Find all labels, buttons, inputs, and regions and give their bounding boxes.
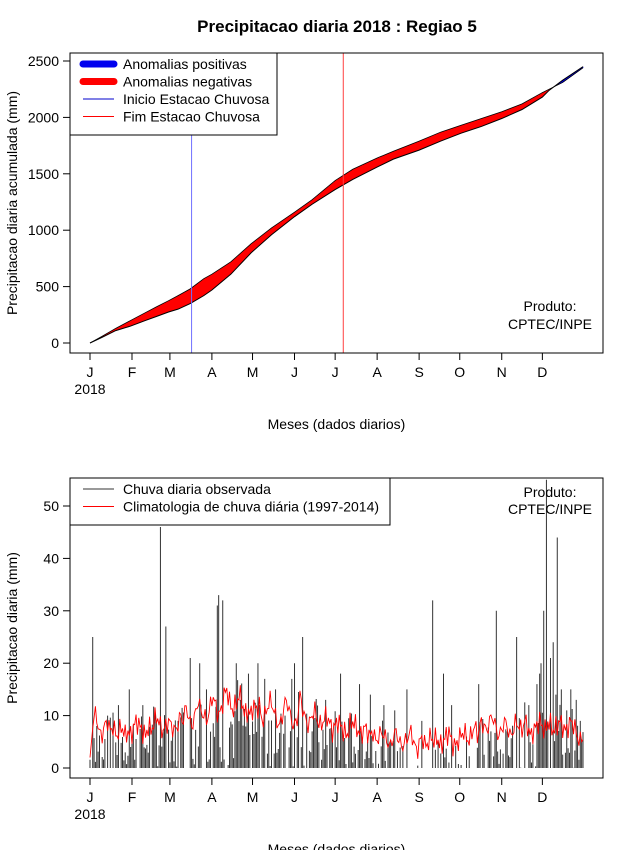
legend-label: Anomalias positivas <box>123 56 247 72</box>
y-tick-label: 0 <box>51 760 59 776</box>
y-tick-label: 2000 <box>28 109 59 125</box>
plot-frame <box>69 52 604 354</box>
x-tick-label: J <box>291 364 298 380</box>
daily-precipitation-chart: 0 10 20 30 40 50 J F M A M J J A S O N D 2018 Meses (dados … <box>4 477 604 850</box>
negative-anomaly-area <box>90 87 554 343</box>
credit-line-2: CPTEC/INPE <box>508 501 592 517</box>
credit-line-1: Produto: <box>524 298 577 314</box>
daily-observed-bars <box>89 479 584 768</box>
x-tick-label: S <box>414 789 423 805</box>
y-tick-label: 1000 <box>28 222 59 238</box>
x-tick-label: A <box>372 364 382 380</box>
x-tick-label: J <box>87 364 94 380</box>
x-axis-label: Meses (dados diarios) <box>268 841 406 850</box>
y-axis-label: Precipitacao diaria (mm) <box>4 552 20 704</box>
x-tick-label: S <box>414 364 423 380</box>
legend-label: Climatologia de chuva diária (1997-2014) <box>123 499 379 515</box>
legend-label: Fim Estacao Chuvosa <box>123 109 260 125</box>
cumulative-precipitation-chart: 0 500 1000 1500 2000 2500 J F M A M J J A S O N D 2018 Mese… <box>4 52 604 432</box>
x-tick-label: F <box>128 789 137 805</box>
x-tick-label: A <box>207 789 217 805</box>
x-axis-label: Meses (dados diarios) <box>268 416 406 432</box>
x-tick-label: A <box>207 364 217 380</box>
year-label: 2018 <box>74 381 105 397</box>
x-tick-label: D <box>537 789 547 805</box>
chart-title: Precipitacao diaria 2018 : Regiao 5 <box>197 17 477 36</box>
y-tick-label: 0 <box>51 335 59 351</box>
x-tick-label: O <box>454 364 465 380</box>
x-tick-label: D <box>537 364 547 380</box>
y-tick-label: 10 <box>43 708 59 724</box>
climatology-line <box>89 685 584 759</box>
y-tick-label: 2500 <box>28 53 59 69</box>
year-label: 2018 <box>74 806 105 822</box>
x-tick-label: J <box>332 789 339 805</box>
x-tick-label: M <box>247 364 259 380</box>
y-tick-label: 20 <box>43 655 59 671</box>
legend-label: Chuva diaria observada <box>123 481 271 497</box>
x-tick-label: M <box>247 789 259 805</box>
climatology-cumulative-line <box>89 67 584 344</box>
x-tick-label: F <box>128 364 137 380</box>
x-tick-label: J <box>291 789 298 805</box>
y-tick-label: 1500 <box>28 166 59 182</box>
y-axis-label: Precipitacao diaria acumulada (mm) <box>4 91 20 315</box>
y-tick-label: 50 <box>43 498 59 514</box>
x-tick-label: O <box>454 789 465 805</box>
legend-box <box>69 477 391 526</box>
credit-line-2: CPTEC/INPE <box>508 316 592 332</box>
x-tick-label: M <box>164 789 176 805</box>
x-tick-label: M <box>164 364 176 380</box>
legend-label: Inicio Estacao Chuvosa <box>123 91 270 107</box>
y-tick-label: 500 <box>36 279 60 295</box>
credit-line-1: Produto: <box>524 484 577 500</box>
legend-label: Anomalias negativas <box>123 74 252 90</box>
y-tick-label: 40 <box>43 550 59 566</box>
x-tick-label: J <box>332 364 339 380</box>
y-tick-label: 30 <box>43 603 59 619</box>
x-tick-label: N <box>497 364 507 380</box>
x-tick-label: J <box>87 789 94 805</box>
x-tick-label: A <box>372 789 382 805</box>
x-tick-label: N <box>497 789 507 805</box>
observed-cumulative-line <box>89 66 584 344</box>
